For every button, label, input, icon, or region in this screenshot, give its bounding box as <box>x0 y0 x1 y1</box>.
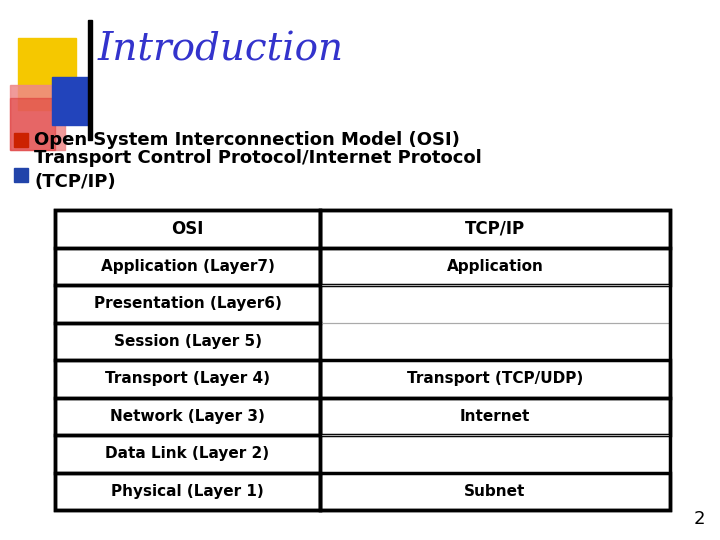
Bar <box>55 360 320 397</box>
Bar <box>320 360 670 397</box>
Bar <box>320 397 670 435</box>
Text: Transport (Layer 4): Transport (Layer 4) <box>105 372 270 386</box>
Text: Presentation (Layer6): Presentation (Layer6) <box>94 296 282 311</box>
Bar <box>320 435 670 472</box>
Text: Application (Layer7): Application (Layer7) <box>101 259 274 274</box>
Text: TCP/IP: TCP/IP <box>465 220 525 238</box>
Text: Data Link (Layer 2): Data Link (Layer 2) <box>105 446 269 461</box>
Text: Transport Control Protocol/Internet Protocol
(TCP/IP): Transport Control Protocol/Internet Prot… <box>34 149 482 191</box>
Text: Transport (TCP/UDP): Transport (TCP/UDP) <box>407 372 583 386</box>
Bar <box>88 20 92 140</box>
Bar <box>55 210 670 510</box>
Text: 2: 2 <box>693 510 705 528</box>
Bar <box>55 397 320 435</box>
Bar <box>52 77 90 125</box>
Bar <box>55 247 320 285</box>
Bar <box>55 435 320 472</box>
Bar <box>10 98 55 150</box>
Text: Internet: Internet <box>460 409 530 424</box>
Text: Application: Application <box>446 259 544 274</box>
Text: Introduction: Introduction <box>98 31 344 69</box>
Text: Open System Interconnection Model (OSI): Open System Interconnection Model (OSI) <box>34 131 460 149</box>
Bar <box>14 168 28 182</box>
Text: Session (Layer 5): Session (Layer 5) <box>114 334 261 349</box>
Bar <box>55 210 320 247</box>
Text: OSI: OSI <box>171 220 204 238</box>
Bar <box>55 285 320 322</box>
Bar <box>14 133 28 147</box>
Bar <box>55 472 320 510</box>
Text: Network (Layer 3): Network (Layer 3) <box>110 409 265 424</box>
Bar <box>320 285 670 322</box>
Text: Physical (Layer 1): Physical (Layer 1) <box>111 484 264 499</box>
Bar <box>18 38 76 110</box>
Bar <box>320 210 670 247</box>
Bar <box>320 472 670 510</box>
Bar <box>320 322 670 360</box>
Bar <box>10 85 65 150</box>
Bar <box>320 247 670 285</box>
Text: Subnet: Subnet <box>464 484 526 499</box>
Bar <box>55 322 320 360</box>
